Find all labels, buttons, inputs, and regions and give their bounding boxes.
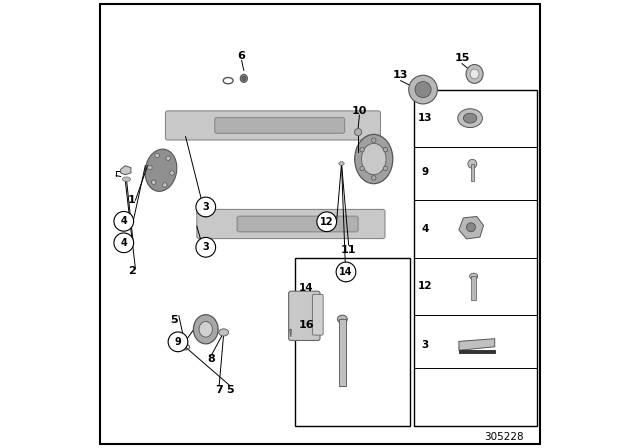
- Text: 11: 11: [341, 245, 356, 254]
- Circle shape: [196, 197, 216, 217]
- Ellipse shape: [219, 329, 228, 336]
- Circle shape: [467, 223, 476, 232]
- Ellipse shape: [242, 76, 246, 81]
- Circle shape: [152, 180, 156, 185]
- Text: 5: 5: [226, 385, 234, 395]
- Ellipse shape: [122, 177, 131, 181]
- FancyBboxPatch shape: [289, 291, 320, 340]
- Circle shape: [166, 156, 170, 160]
- Text: 4: 4: [120, 238, 127, 248]
- Text: 13: 13: [393, 70, 408, 80]
- Text: 12: 12: [320, 217, 333, 227]
- Circle shape: [383, 147, 388, 152]
- FancyBboxPatch shape: [197, 210, 385, 238]
- Circle shape: [170, 171, 174, 175]
- Ellipse shape: [355, 134, 393, 184]
- Circle shape: [355, 129, 362, 136]
- Text: 10: 10: [352, 106, 367, 116]
- Polygon shape: [459, 216, 484, 239]
- Circle shape: [336, 262, 356, 282]
- Circle shape: [196, 237, 216, 257]
- Ellipse shape: [337, 315, 348, 323]
- Text: 1: 1: [128, 195, 136, 205]
- Text: 4: 4: [422, 224, 429, 234]
- Text: 5: 5: [171, 315, 178, 325]
- Circle shape: [409, 75, 437, 104]
- Text: 2: 2: [128, 266, 136, 276]
- Ellipse shape: [458, 109, 483, 128]
- Circle shape: [163, 183, 167, 187]
- Bar: [459, 350, 495, 353]
- Polygon shape: [121, 166, 131, 175]
- Circle shape: [383, 166, 388, 171]
- Circle shape: [168, 332, 188, 352]
- Circle shape: [114, 211, 134, 231]
- Text: 3: 3: [422, 340, 429, 350]
- Ellipse shape: [466, 65, 483, 83]
- Circle shape: [371, 176, 376, 180]
- Bar: [414, 90, 538, 426]
- Text: 3: 3: [202, 202, 209, 212]
- FancyBboxPatch shape: [237, 216, 358, 232]
- Polygon shape: [459, 339, 495, 350]
- Text: 3: 3: [202, 242, 209, 252]
- FancyBboxPatch shape: [312, 294, 323, 335]
- Circle shape: [317, 212, 337, 232]
- Text: 15: 15: [454, 53, 470, 63]
- Text: 9: 9: [175, 337, 181, 347]
- Text: 16: 16: [299, 320, 314, 330]
- Text: 14: 14: [300, 283, 314, 293]
- Bar: [470, 164, 474, 181]
- Ellipse shape: [362, 143, 386, 175]
- Bar: [472, 276, 476, 300]
- Text: 305228: 305228: [484, 432, 524, 442]
- Ellipse shape: [193, 314, 218, 344]
- Text: 8: 8: [208, 354, 216, 364]
- Ellipse shape: [145, 149, 177, 191]
- FancyBboxPatch shape: [165, 111, 380, 140]
- Text: 4: 4: [120, 216, 127, 226]
- Bar: [296, 258, 410, 426]
- Text: 12: 12: [418, 281, 433, 291]
- Text: 7: 7: [215, 385, 223, 395]
- Circle shape: [148, 165, 152, 170]
- Ellipse shape: [463, 113, 477, 123]
- FancyBboxPatch shape: [215, 117, 345, 134]
- Ellipse shape: [240, 74, 248, 82]
- Text: 9: 9: [422, 167, 429, 177]
- Circle shape: [415, 82, 431, 98]
- Ellipse shape: [339, 162, 344, 165]
- Ellipse shape: [470, 273, 477, 280]
- Ellipse shape: [470, 69, 479, 79]
- Circle shape: [114, 233, 134, 253]
- Circle shape: [371, 138, 376, 142]
- Circle shape: [468, 159, 477, 168]
- Polygon shape: [289, 329, 291, 337]
- Circle shape: [155, 153, 159, 158]
- Text: 6: 6: [237, 51, 246, 61]
- Ellipse shape: [199, 322, 212, 337]
- Text: 13: 13: [418, 113, 433, 123]
- Text: 14: 14: [339, 267, 353, 277]
- Circle shape: [360, 166, 364, 171]
- Bar: [339, 319, 346, 386]
- Circle shape: [360, 147, 364, 152]
